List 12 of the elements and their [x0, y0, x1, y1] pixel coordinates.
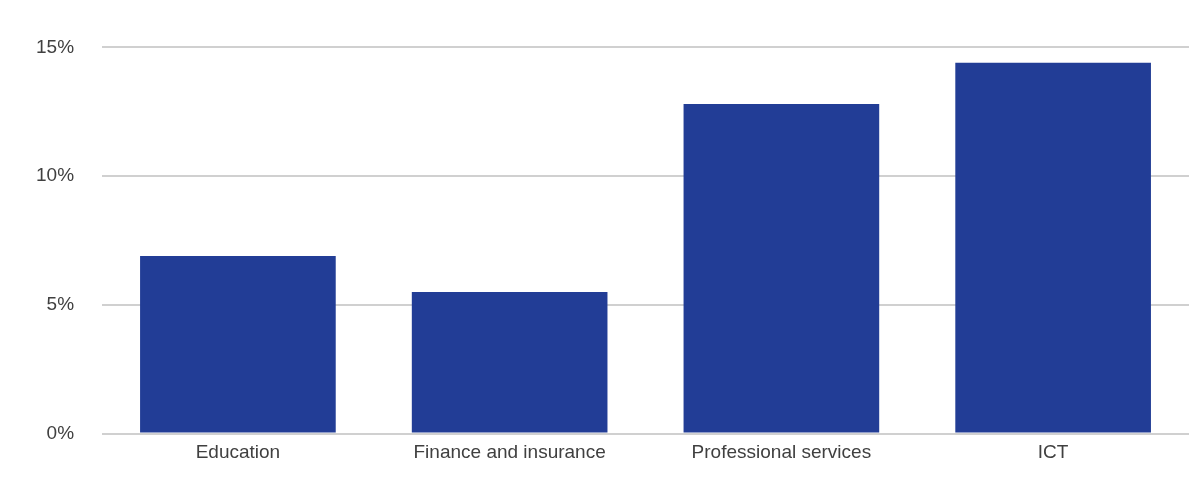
y-tick-label: 15%: [36, 35, 75, 57]
bar: [140, 255, 336, 433]
y-tick-label: 10%: [36, 164, 75, 186]
x-tick-label: Education: [195, 441, 281, 463]
x-tick-label: Finance and insurance: [413, 441, 606, 463]
bar: [683, 104, 880, 433]
x-tick-label: Professional services: [691, 441, 872, 463]
bar: [955, 62, 1151, 433]
y-tick-label: 5%: [46, 293, 75, 315]
y-tick-label: 0%: [46, 421, 75, 443]
bar: [411, 291, 608, 433]
x-tick-label: ICT: [1037, 441, 1069, 463]
